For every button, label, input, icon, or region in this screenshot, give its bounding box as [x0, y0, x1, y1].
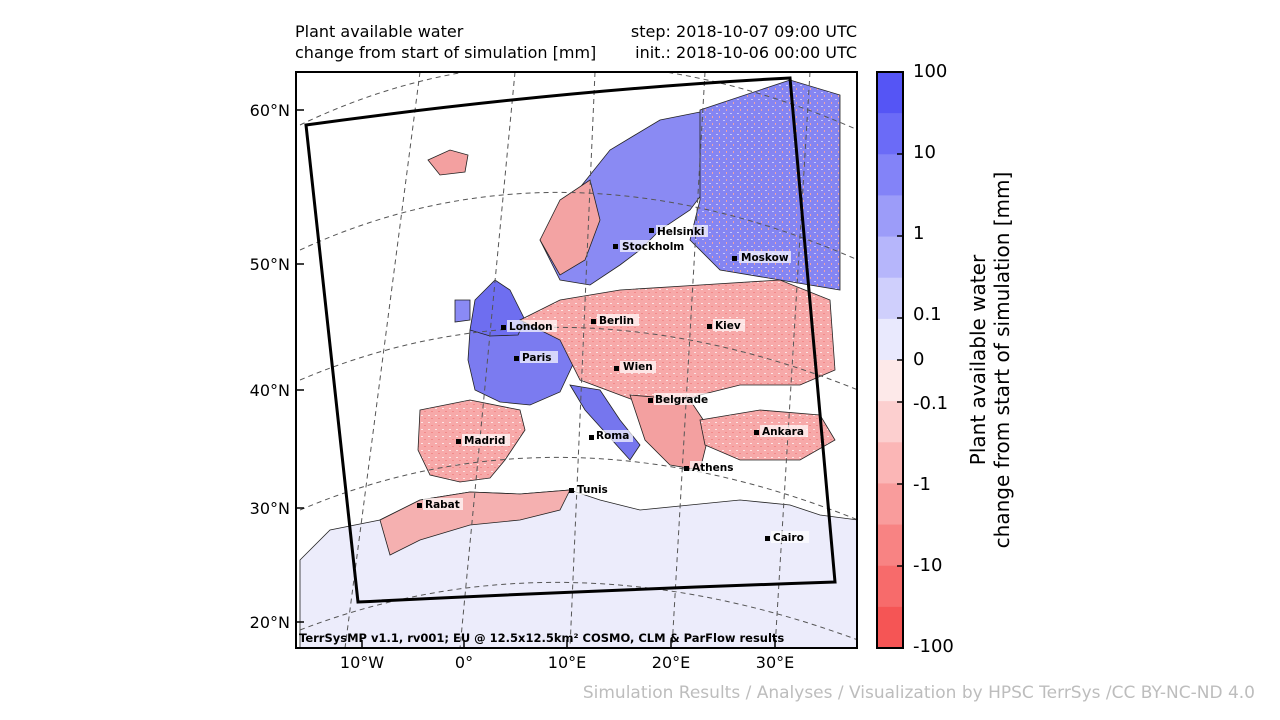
colorbar-segment	[877, 360, 903, 402]
city-paris: Paris	[514, 351, 558, 364]
time-info: step: 2018-10-07 09:00 UTC init.: 2018-1…	[631, 21, 857, 63]
colorbar-label-0: 0	[913, 349, 925, 370]
city-label-belgrade: Belgrade	[655, 394, 708, 406]
colorbar-segment	[877, 401, 903, 443]
lat-label-40n: 40°N	[250, 381, 290, 400]
city-label-moskow: Moskow	[741, 252, 789, 264]
latitude-labels: 60°N 50°N 40°N 30°N 20°N	[250, 101, 290, 632]
colorbar-segment	[877, 524, 903, 567]
footer-attribution: Simulation Results / Analyses / Visualiz…	[582, 683, 1255, 703]
colorbar	[877, 72, 903, 649]
colorbar-segment	[877, 483, 903, 526]
city-london: London	[501, 320, 557, 333]
city-berlin: Berlin	[591, 314, 639, 327]
city-belgrade: Belgrade	[648, 393, 712, 406]
city-label-athens: Athens	[692, 462, 733, 474]
colorbar-label-100: 100	[913, 61, 948, 82]
colorbar-label-neg-0-1: -0.1	[913, 393, 949, 414]
lon-label-30e: 30°E	[756, 653, 794, 672]
colorbar-segment	[877, 236, 903, 279]
city-kiev: Kiev	[707, 319, 745, 332]
city-madrid: Madrid	[456, 434, 510, 447]
colorbar-label-0-1: 0.1	[913, 304, 942, 325]
colorbar-segment	[877, 72, 903, 114]
city-moskow: Moskow	[732, 251, 791, 264]
map-title-line1: Plant available water	[295, 22, 464, 41]
city-label-berlin: Berlin	[599, 315, 634, 327]
colorbar-ticks	[897, 71, 903, 649]
init-time: init.: 2018-10-06 00:00 UTC	[635, 43, 857, 62]
step-time: step: 2018-10-07 09:00 UTC	[630, 22, 857, 41]
city-label-madrid: Madrid	[464, 435, 505, 447]
city-label-cairo: Cairo	[773, 532, 804, 544]
colorbar-segment	[877, 195, 903, 238]
colorbar-segment	[877, 442, 903, 484]
city-label-stockholm: Stockholm	[622, 241, 684, 253]
city-helsinki: Helsinki	[649, 225, 708, 238]
colorbar-label-1: 1	[913, 223, 925, 244]
lat-label-20n: 20°N	[250, 613, 290, 632]
colorbar-segment	[877, 277, 903, 320]
city-rabat: Rabat	[417, 498, 463, 511]
lat-label-50n: 50°N	[250, 255, 290, 274]
map-title: Plant available water change from start …	[295, 21, 596, 63]
city-ankara: Ankara	[754, 425, 808, 438]
colorbar-label-neg-10: -10	[913, 555, 943, 576]
lon-label-10w: 10°W	[340, 653, 384, 672]
city-label-paris: Paris	[522, 352, 552, 364]
city-stockholm: Stockholm	[613, 240, 688, 253]
lon-label-0: 0°	[455, 653, 473, 672]
city-label-ankara: Ankara	[762, 426, 804, 438]
city-markers: Helsinki Stockholm Moskow London Berlin …	[417, 225, 809, 544]
colorbar-label-10: 10	[913, 142, 936, 163]
map-title-line2: change from start of simulation [mm]	[295, 43, 597, 62]
city-roma: Roma	[589, 430, 633, 442]
city-label-london: London	[509, 321, 553, 333]
colorbar-title-line1: Plant available water	[966, 254, 990, 466]
colorbar-segment	[877, 113, 903, 155]
city-label-roma: Roma	[596, 430, 629, 442]
city-label-helsinki: Helsinki	[657, 226, 704, 238]
graticule	[299, 72, 857, 648]
colorbar-segment	[877, 565, 903, 608]
colorbar-label-neg-1: -1	[913, 474, 931, 495]
map-frame	[295, 71, 858, 649]
city-label-wien: Wien	[623, 361, 653, 373]
longitude-labels: 10°W 0° 10°E 20°E 30°E	[340, 653, 794, 672]
lon-label-10e: 10°E	[548, 653, 586, 672]
colorbar-segment	[877, 318, 903, 361]
lon-label-20e: 20°E	[652, 653, 690, 672]
city-athens: Athens	[684, 461, 738, 474]
lat-label-60n: 60°N	[250, 101, 290, 120]
land-fill	[299, 79, 857, 648]
domain-boundary	[304, 76, 837, 604]
city-wien: Wien	[614, 361, 656, 373]
model-credit: TerrSysMP v1.1, rv001; EU @ 12.5x12.5km²…	[299, 631, 785, 645]
city-cairo: Cairo	[765, 531, 809, 544]
city-label-kiev: Kiev	[715, 320, 741, 332]
city-tunis: Tunis	[569, 483, 613, 496]
colorbar-segment	[877, 154, 903, 196]
colorbar-segment	[877, 606, 903, 649]
city-label-rabat: Rabat	[425, 499, 460, 511]
lat-label-30n: 30°N	[250, 499, 290, 518]
colorbar-label-neg-100: -100	[913, 636, 954, 657]
colorbar-title-line2: change from start of simulation [mm]	[990, 171, 1014, 549]
axis-ticks	[296, 109, 776, 648]
city-label-tunis: Tunis	[577, 484, 608, 496]
